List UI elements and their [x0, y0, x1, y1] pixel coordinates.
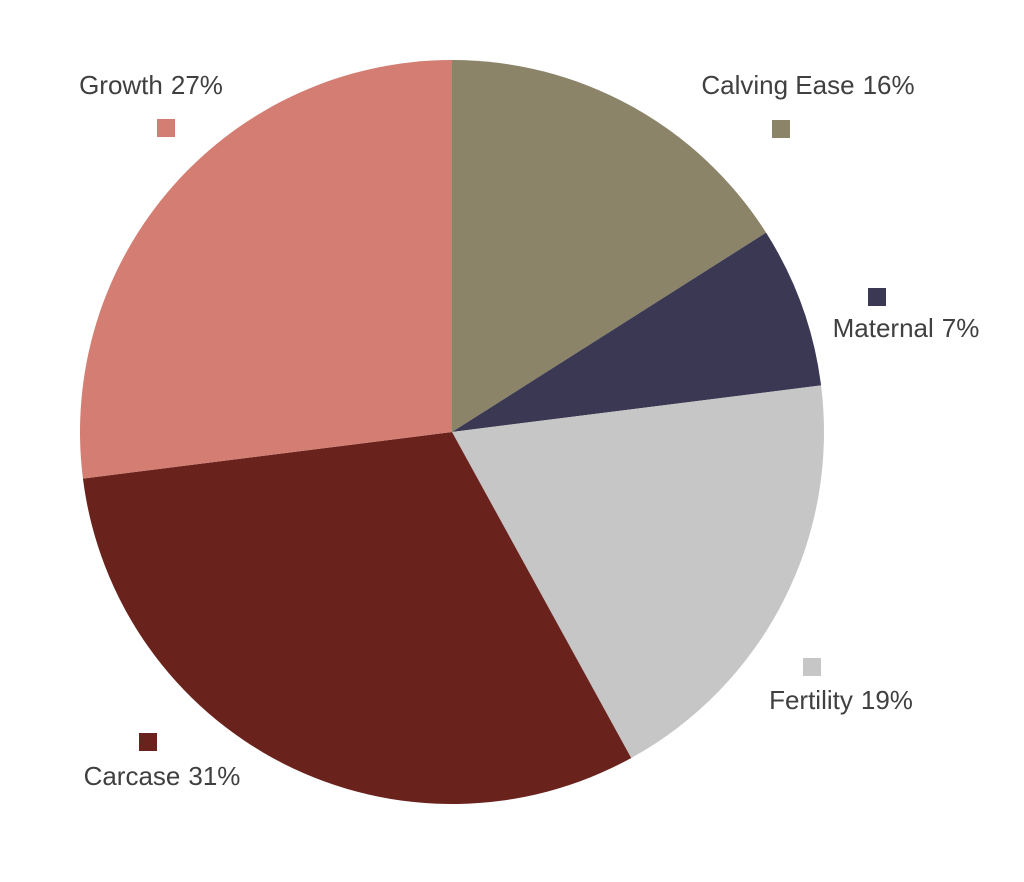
slice-label: Carcase 31%	[84, 761, 241, 791]
slice-label: Maternal 7%	[833, 313, 980, 343]
pie-slice	[82, 432, 632, 804]
category-label: Maternal	[833, 313, 934, 343]
slice-label: Calving Ease 16%	[701, 70, 914, 100]
value-label: 31%	[188, 761, 240, 791]
slice-label: Fertility 19%	[769, 685, 913, 715]
legend-marker	[157, 119, 175, 137]
category-label: Growth	[79, 70, 163, 100]
category-label: Calving Ease	[701, 70, 854, 100]
value-label: 19%	[861, 685, 913, 715]
value-label: 27%	[171, 70, 223, 100]
pie-slice	[79, 60, 452, 479]
pie-slice	[452, 60, 767, 432]
legend-marker	[772, 120, 790, 138]
slice-label: Growth 27%	[79, 70, 223, 100]
value-label: 16%	[863, 70, 915, 100]
category-label: Carcase	[84, 761, 181, 791]
pie-slice	[452, 385, 824, 758]
pie-slice	[452, 232, 822, 432]
legend-marker	[139, 733, 157, 751]
legend-marker	[803, 658, 821, 676]
value-label: 7%	[942, 313, 980, 343]
category-label: Fertility	[769, 685, 853, 715]
legend-marker	[868, 288, 886, 306]
